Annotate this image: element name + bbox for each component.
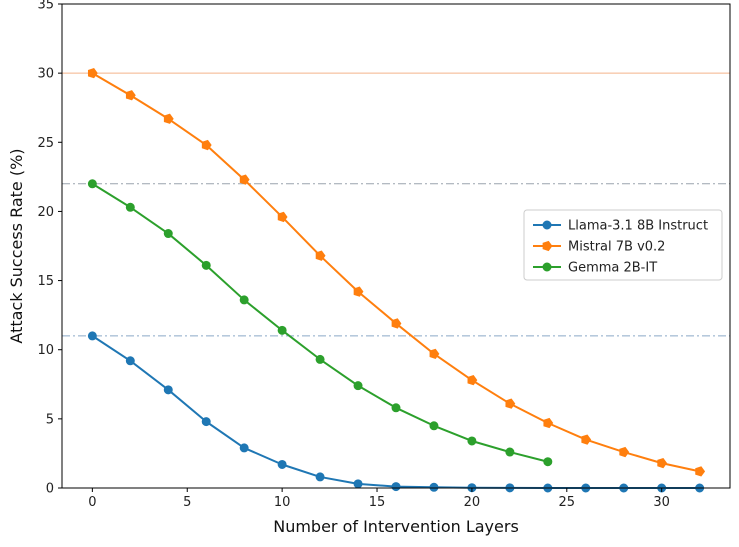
y-tick-label: 15 [37,274,54,289]
data-point-gemma-2b-it [277,325,287,335]
data-point-mistral-7b-v0-2 [657,457,668,469]
data-point-mistral-7b-v0-2 [505,398,516,409]
y-tick-label: 10 [37,343,54,358]
x-tick-label: 15 [369,495,386,510]
legend-marker [542,220,552,230]
series-mistral-7b-v0-2 [87,67,706,477]
data-point-llama-3-1-8b-instruct [125,356,135,366]
data-point-mistral-7b-v0-2 [581,434,592,445]
reference-lines [62,72,730,337]
y-tick-label: 30 [37,67,54,82]
y-tick-label: 25 [37,136,54,151]
data-point-mistral-7b-v0-2 [543,417,554,429]
data-point-gemma-2b-it [391,403,401,413]
data-point-mistral-7b-v0-2 [695,466,706,477]
data-point-mistral-7b-v0-2 [353,286,364,297]
x-axis-title: Number of Intervention Layers [273,517,519,536]
y-tick-label: 20 [37,205,54,220]
data-point-llama-3-1-8b-instruct [315,472,325,482]
data-point-mistral-7b-v0-2 [163,113,174,124]
data-point-gemma-2b-it [315,354,325,364]
data-point-mistral-7b-v0-2 [239,174,250,185]
data-point-gemma-2b-it [201,260,211,270]
x-axis: 0 5 10 15 20 25 30 [88,488,670,510]
data-point-llama-3-1-8b-instruct [239,443,249,453]
y-tick-label: 5 [46,412,54,427]
data-point-mistral-7b-v0-2 [429,348,440,360]
data-point-mistral-7b-v0-2 [619,446,630,458]
data-point-gemma-2b-it [467,436,477,446]
data-point-mistral-7b-v0-2 [391,318,402,329]
y-tick-label: 0 [46,482,54,497]
y-axis: 0 5 10 15 20 25 30 35 [37,0,62,497]
data-point-llama-3-1-8b-instruct [163,385,173,395]
legend-box [523,209,723,281]
data-point-gemma-2b-it [125,202,135,212]
x-tick-label: 10 [274,495,291,510]
data-point-gemma-2b-it [429,421,439,431]
data-point-llama-3-1-8b-instruct [353,479,363,489]
y-tick-label: 35 [37,0,54,13]
data-point-gemma-2b-it [505,447,515,457]
data-point-mistral-7b-v0-2 [467,374,478,386]
data-point-mistral-7b-v0-2 [201,139,212,151]
data-point-mistral-7b-v0-2 [277,211,288,223]
x-tick-label: 20 [464,495,481,510]
data-point-gemma-2b-it [353,381,363,391]
data-point-gemma-2b-it [543,457,553,467]
legend-label: Mistral 7B v0.2 [568,240,665,255]
data-point-llama-3-1-8b-instruct [201,417,211,427]
data-point-gemma-2b-it [163,229,173,239]
data-point-llama-3-1-8b-instruct [87,331,97,341]
y-axis-title: Attack Success Rate (%) [7,148,26,343]
plot-area-frame [61,3,731,489]
legend-marker [542,240,553,252]
data-point-llama-3-1-8b-instruct [277,459,287,469]
legend-label: Gemma 2B-IT [568,261,657,276]
data-point-mistral-7b-v0-2 [125,90,136,101]
data-point-mistral-7b-v0-2 [315,250,326,261]
series-gemma-2b-it [87,179,553,467]
x-tick-label: 25 [559,495,576,510]
x-tick-label: 0 [88,495,96,510]
legend-label: Llama-3.1 8B Instruct [568,219,708,234]
data-point-llama-3-1-8b-instruct [391,482,401,492]
data-point-llama-3-1-8b-instruct [429,482,439,492]
data-point-gemma-2b-it [239,295,249,305]
x-tick-label: 5 [183,495,191,510]
data-point-gemma-2b-it [87,179,97,189]
legend: Llama-3.1 8B Instruct Mistral 7B v0.2 Gemm… [523,209,723,281]
data-point-mistral-7b-v0-2 [87,67,98,79]
legend-marker [542,262,552,272]
x-tick-label: 30 [653,495,670,510]
